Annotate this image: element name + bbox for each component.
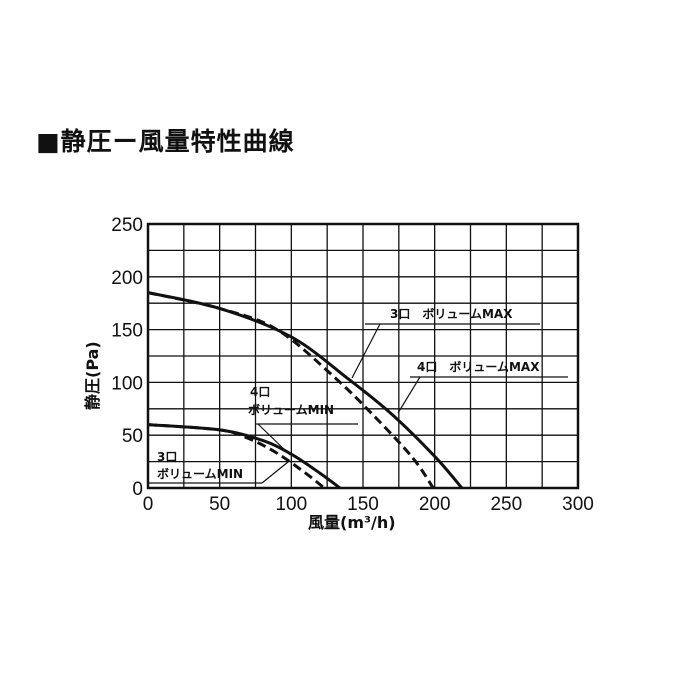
curves: [147, 291, 464, 490]
x-tick-label: 0: [143, 494, 154, 515]
annotation-min3-l2: ボリュームMIN: [157, 466, 243, 481]
leader-min3-arrow: [261, 461, 289, 484]
x-tick-label: 250: [490, 494, 522, 515]
y-tick-label: 50: [122, 426, 143, 447]
x-tick-label: 200: [419, 494, 451, 515]
x-axis-label: 風量(m³/h): [308, 513, 396, 532]
series-line: [147, 291, 435, 489]
y-tick-label: 200: [111, 268, 143, 289]
y-tick-label: 150: [111, 321, 143, 342]
annotation-min3-l1: 3口: [157, 450, 177, 464]
y-tick-label: 0: [132, 479, 143, 500]
chart-title: ■静圧ー風量特性曲線: [36, 127, 295, 156]
leader-max4-arrow: [397, 376, 421, 414]
series-line: [147, 423, 326, 490]
annotation-max4: 4口 ボリュームMAX: [417, 359, 540, 374]
x-tick-label: 150: [347, 494, 379, 515]
grid: [146, 222, 580, 490]
annotation-min4-l2: ボリュームMIN: [248, 402, 334, 417]
x-tick-label: 300: [562, 494, 594, 515]
y-tick-label: 100: [111, 373, 143, 394]
tick-labels: 0 50 100 150 200 250 300 0 50 100 150 200 250: [111, 215, 594, 515]
annotation-max3: 3口 ボリュームMAX: [390, 306, 513, 321]
x-tick-label: 100: [275, 494, 307, 515]
annotations: 3口 ボリュームMAX 4口 ボリュームMAX 4口 ボリュームMIN 3口 ボ…: [148, 306, 568, 484]
leader-min4-arrow: [257, 423, 291, 456]
y-tick-label: 250: [111, 215, 143, 236]
annotation-min4-l1: 4口: [250, 385, 270, 399]
y-axis-label: 静圧(Pa): [83, 341, 102, 410]
plot-frame: [146, 222, 580, 490]
x-tick-label: 50: [209, 494, 230, 515]
leader-max3-arrow: [351, 323, 381, 379]
